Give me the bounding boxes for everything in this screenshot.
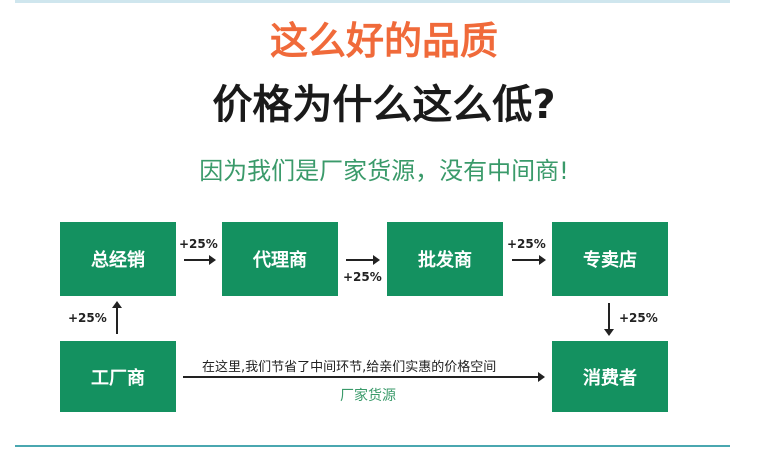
headline: 这么好的品质: [269, 19, 498, 63]
arrow-right-icon: [184, 255, 216, 265]
markup-label: +25%: [68, 311, 107, 325]
answer-subtitle: 因为我们是厂家货源，没有中间商!: [199, 157, 569, 185]
node-distributor: 总经销: [60, 222, 176, 296]
arrow-right-icon: [346, 255, 380, 265]
bottom-divider: [15, 445, 730, 447]
arrow-down-icon: [604, 303, 614, 336]
arrow-right-icon: [183, 372, 545, 382]
markup-label: +25%: [507, 237, 546, 251]
arrow-up-icon: [112, 301, 122, 334]
markup-label: +25%: [179, 237, 218, 251]
node-consumer: 消费者: [552, 341, 668, 412]
direct-path-note: 在这里,我们节省了中间环节,给亲们实惠的价格空间: [202, 360, 497, 375]
direct-path-label: 厂家货源: [340, 388, 396, 404]
node-wholesaler: 批发商: [387, 222, 503, 296]
node-agent: 代理商: [222, 222, 338, 296]
node-store: 专卖店: [552, 222, 668, 296]
question-title: 价格为什么这么低?: [212, 82, 556, 128]
markup-label: +25%: [343, 270, 382, 284]
arrow-right-icon: [512, 255, 546, 265]
node-factory: 工厂商: [60, 341, 176, 412]
markup-label: +25%: [619, 311, 658, 325]
top-divider: [15, 0, 730, 3]
